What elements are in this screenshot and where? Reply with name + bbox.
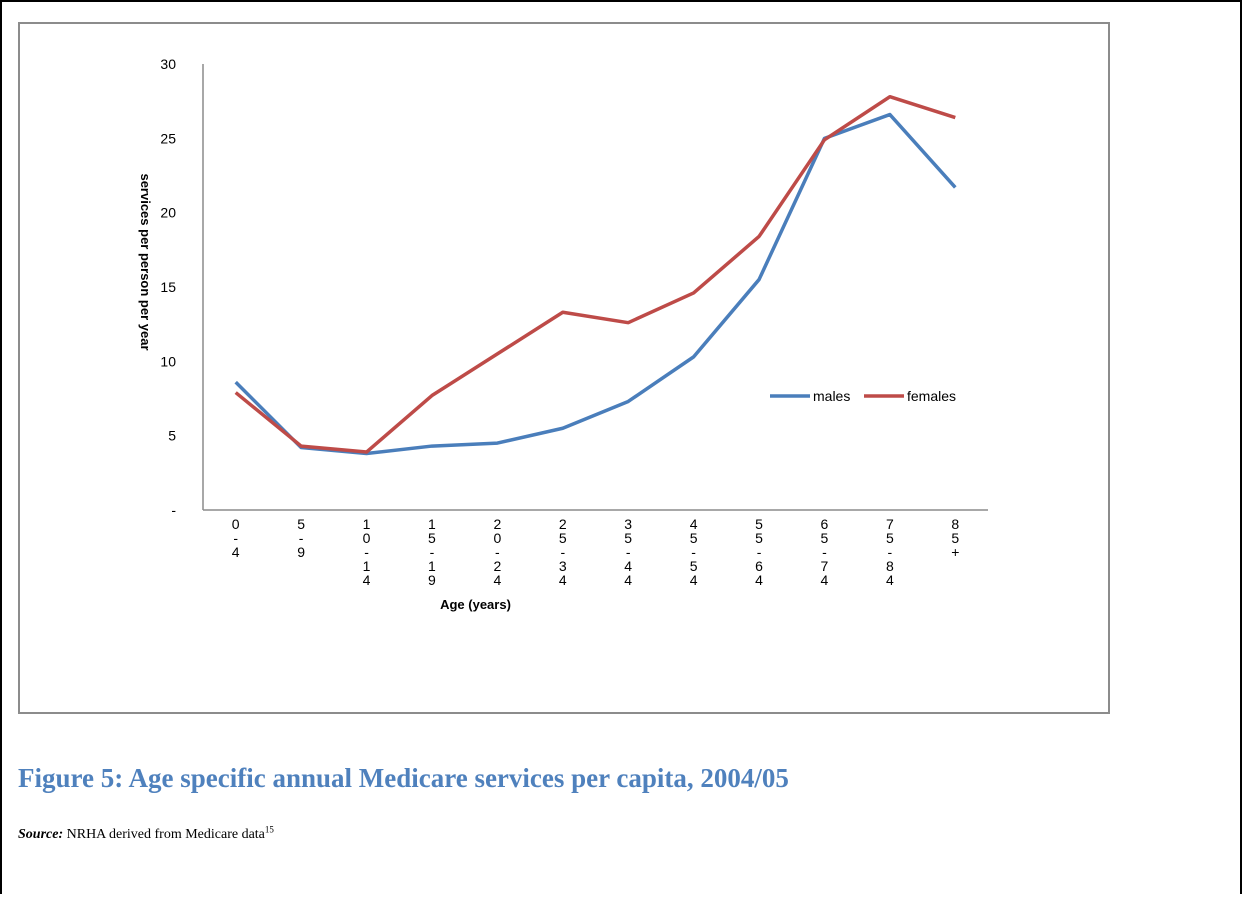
x-tick-label: 8 5 + xyxy=(951,516,959,560)
source-label: Source: xyxy=(18,827,64,842)
source-line: Source: NRHA derived from Medicare data1… xyxy=(18,824,274,843)
source-text: NRHA derived from Medicare data xyxy=(63,827,265,842)
chart-area: - 5 10 15 20 25 30 0 -4 5 -9 1 0 -1 4 1 5 -1 9 2 0 -2 4 2 5 -3 4 3 5… xyxy=(18,22,1110,714)
y-axis-title: services per person per year xyxy=(138,173,153,350)
y-tick-label: - xyxy=(171,502,176,518)
x-tick-label: 6 5 -7 4 xyxy=(821,516,829,588)
x-tick-label: 5 5 -6 4 xyxy=(755,516,763,588)
x-tick-label: 7 5 -8 4 xyxy=(886,516,894,588)
y-tick-label: 25 xyxy=(160,130,176,146)
series-line-females xyxy=(234,94,956,454)
x-axis-title: Age (years) xyxy=(440,597,511,612)
y-tick-label: 10 xyxy=(160,353,176,369)
y-tick-label: 20 xyxy=(160,205,176,221)
legend-label-males: males xyxy=(813,388,850,404)
x-tick-label: 4 5 -5 4 xyxy=(690,516,698,588)
y-tick-label: 15 xyxy=(160,279,176,295)
x-tick-label: 5 -9 xyxy=(297,516,305,560)
x-tick-label: 3 5 -4 4 xyxy=(624,516,632,588)
x-tick-label: 2 5 -3 4 xyxy=(559,516,567,588)
legend-label-females: females xyxy=(907,388,956,404)
y-tick-label: 30 xyxy=(160,56,176,72)
y-tick-label: 5 xyxy=(168,428,176,444)
x-tick-label: 1 0 -1 4 xyxy=(363,516,371,588)
source-footnote: 15 xyxy=(264,824,274,835)
line-chart: - 5 10 15 20 25 30 0 -4 5 -9 1 0 -1 4 1 5 -1 9 2 0 -2 4 2 5 -3 4 3 5… xyxy=(138,56,988,612)
x-tick-label: 2 0 -2 4 xyxy=(493,516,501,588)
x-tick-label: 1 5 -1 9 xyxy=(428,516,436,588)
figure-caption: Figure 5: Age specific annual Medicare s… xyxy=(18,763,789,793)
x-tick-label: 0 -4 xyxy=(232,516,240,560)
